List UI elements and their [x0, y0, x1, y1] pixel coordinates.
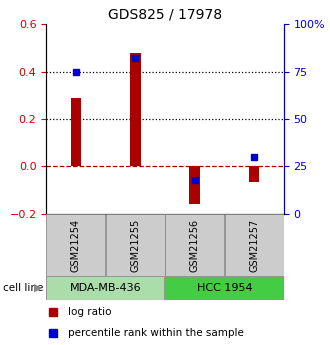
Bar: [71, 98, 81, 167]
Text: ▶: ▶: [34, 283, 42, 293]
Bar: [189, 167, 200, 204]
Text: GSM21254: GSM21254: [71, 218, 81, 272]
Text: cell line: cell line: [3, 283, 44, 293]
Text: HCC 1954: HCC 1954: [197, 283, 252, 293]
Text: log ratio: log ratio: [68, 307, 111, 317]
Bar: [165, 276, 283, 300]
Text: GSM21256: GSM21256: [190, 218, 200, 272]
Bar: [47, 276, 164, 300]
Bar: [106, 214, 165, 276]
Title: GDS825 / 17978: GDS825 / 17978: [108, 8, 222, 22]
Bar: [130, 52, 141, 167]
Bar: [165, 214, 224, 276]
Bar: [47, 214, 105, 276]
Bar: [225, 214, 283, 276]
Text: percentile rank within the sample: percentile rank within the sample: [68, 328, 244, 338]
Text: GSM21255: GSM21255: [130, 218, 140, 272]
Text: MDA-MB-436: MDA-MB-436: [70, 283, 142, 293]
Bar: [249, 167, 259, 182]
Text: GSM21257: GSM21257: [249, 218, 259, 272]
